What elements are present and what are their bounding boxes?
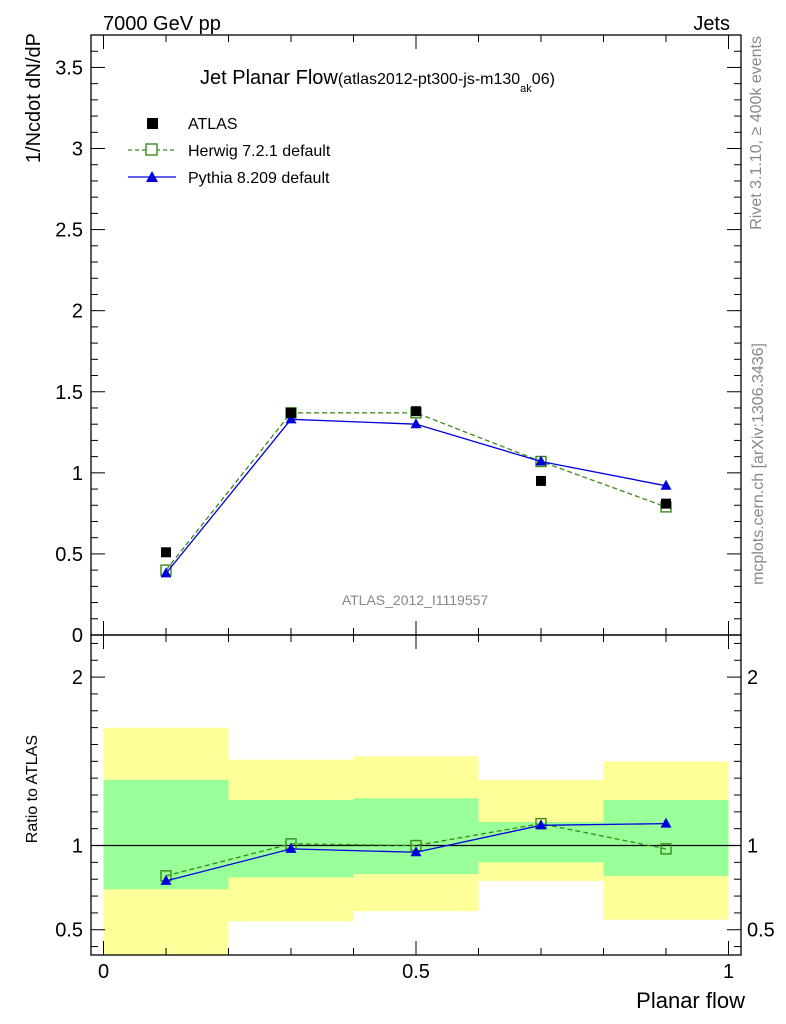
data-point-pythia: [410, 418, 422, 429]
header-left: 7000 GeV pp: [103, 13, 221, 35]
data-point-pythia: [410, 846, 422, 857]
ratio-panel: [91, 727, 741, 955]
rivet-label: Rivet 3.1.10, ≥ 400k events: [748, 36, 765, 230]
data-point-herwig: [660, 843, 672, 855]
ratio-band-green: [103, 779, 229, 890]
ratio-axes: 0.5 0.5 1 1 2 2 0 0.5 1: [55, 634, 775, 983]
x-axis-label: Planar flow: [636, 988, 745, 1013]
chart-title-subscript: ak: [520, 83, 532, 95]
mcplots-label: mcplots.cern.ch [arXiv:1306.3436]: [750, 343, 767, 585]
chart-title-sub-end: 06): [532, 71, 555, 88]
ratio-y-tick-label: 1: [72, 836, 83, 858]
main-series-layer: [160, 406, 672, 578]
data-point-pythia: [285, 842, 297, 853]
series-line: [165, 412, 667, 571]
ratio-y-tick-label-right: 1: [747, 836, 758, 858]
data-point-pythia: [160, 874, 172, 885]
header-right: Jets: [693, 13, 730, 35]
y-tick-label: 3.5: [55, 57, 83, 79]
data-point-atlas: [161, 547, 171, 558]
legend: ATLAS Herwig 7.2.1 default Pythia 8.209 …: [128, 116, 331, 187]
y-tick-label: 2.5: [55, 220, 83, 242]
ratio-band-green: [353, 798, 479, 875]
chart-title-main: Jet Planar Flow: [200, 67, 338, 89]
y-tick-label: 2: [72, 301, 83, 323]
ratio-y-axis-label: Ratio to ATLAS: [24, 735, 41, 843]
x-tick-label: 1: [723, 961, 734, 983]
chart-title: Jet Planar Flow(atlas2012-pt300-js-m130a…: [200, 67, 555, 95]
legend-marker-atlas: [147, 118, 158, 129]
main-axes: 0 0.5 1 1.5 2 2.5 3 3.5: [55, 34, 742, 647]
legend-marker-pythia: [146, 171, 158, 182]
series-line: [165, 418, 667, 574]
ratio-y-tick-label-right: 0.5: [747, 920, 775, 942]
y-tick-label: 0: [72, 625, 83, 647]
data-point-pythia: [660, 817, 672, 828]
main-y-axis-label: 1/Ncdot dN/dP: [23, 33, 45, 163]
y-tick-label: 0.5: [55, 544, 83, 566]
data-point-atlas: [661, 498, 671, 509]
y-tick-label: 1: [72, 463, 83, 485]
data-point-pythia: [160, 567, 172, 578]
ratio-series-layer: [160, 817, 672, 885]
x-tick-label: 0: [98, 961, 109, 983]
data-point-pythia: [285, 413, 297, 424]
legend-label-pythia: Pythia 8.209 default: [188, 170, 330, 187]
ratio-band-green: [603, 800, 729, 876]
legend-label-herwig: Herwig 7.2.1 default: [188, 143, 331, 160]
x-tick-label: 0.5: [402, 961, 430, 983]
legend-marker-herwig: [145, 143, 158, 156]
y-tick-label: 3: [72, 139, 83, 161]
data-point-atlas: [411, 406, 421, 417]
data-point-atlas: [536, 475, 546, 486]
watermark: ATLAS_2012_I1119557: [342, 592, 489, 608]
ratio-y-tick-label: 0.5: [55, 920, 83, 942]
ratio-y-tick-label: 2: [72, 667, 83, 689]
data-point-pythia: [535, 455, 547, 466]
legend-label-atlas: ATLAS: [188, 116, 238, 133]
data-point-pythia: [535, 819, 547, 830]
ratio-y-tick-label-right: 2: [747, 667, 758, 689]
chart-title-sub: (atlas2012-pt300-js-m130: [338, 71, 520, 88]
data-point-atlas: [286, 407, 296, 418]
data-point-pythia: [660, 479, 672, 490]
y-tick-label: 1.5: [55, 382, 83, 404]
